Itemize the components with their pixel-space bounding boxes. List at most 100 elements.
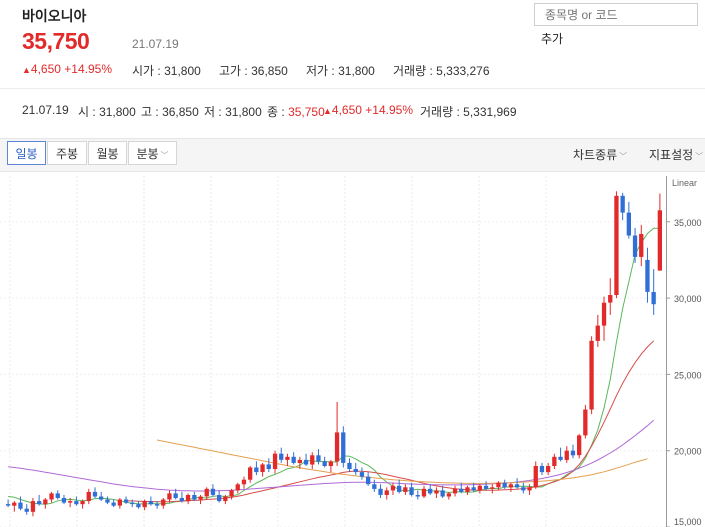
candle [589, 336, 594, 415]
candle [61, 494, 67, 505]
candle-body [334, 432, 340, 462]
candle-body [61, 498, 67, 503]
candle [465, 485, 470, 495]
candle [502, 479, 507, 489]
daily-open: 시 : 31,800 [78, 105, 136, 119]
candle-body [521, 487, 526, 491]
candle [353, 462, 358, 476]
candle [148, 496, 153, 506]
candle-body [421, 488, 427, 497]
candle [192, 491, 197, 502]
candle-body [341, 432, 346, 463]
candle-body [241, 479, 247, 485]
candle [459, 482, 464, 494]
candle-body [74, 501, 79, 505]
chart-type-menu[interactable]: 차트종류 ﹀ [573, 148, 628, 162]
candle [614, 191, 619, 299]
candle-body [546, 466, 551, 473]
candle [24, 504, 29, 515]
candle [564, 446, 569, 463]
candle [12, 501, 17, 512]
tab-minute[interactable]: 분봉 ﹀ [128, 141, 177, 165]
candle-body [558, 456, 563, 460]
candle [626, 201, 631, 239]
candle-body [154, 504, 160, 506]
candle [167, 490, 172, 503]
candle [235, 482, 240, 494]
candle-body [583, 409, 588, 436]
tab-daily[interactable]: 일봉 [7, 141, 46, 165]
candle [123, 496, 129, 505]
tab-monthly[interactable]: 월봉 [88, 141, 127, 165]
candle-body [471, 487, 476, 491]
candle-body [440, 490, 445, 497]
candle-body [198, 496, 203, 500]
candle [508, 482, 513, 492]
candle [92, 487, 98, 499]
candle [378, 484, 383, 499]
candle [217, 490, 222, 503]
candle-body [210, 488, 216, 495]
candle-body [173, 493, 178, 498]
candle [328, 459, 333, 473]
candle-body [428, 488, 433, 494]
scale-label: Linear [672, 178, 697, 188]
candle-body [55, 493, 60, 498]
candle [136, 501, 141, 509]
stat-high: 고가 : 36,850 [219, 64, 288, 78]
candle-body [508, 484, 513, 488]
candle [30, 498, 36, 517]
candle-body [452, 488, 458, 494]
stat-low: 저가 : 31,800 [306, 64, 375, 78]
chevron-down-icon: ﹀ [619, 152, 628, 161]
y-tick-label: 35,000 [674, 218, 702, 228]
candle-body [80, 501, 85, 505]
candle [260, 462, 265, 477]
candle-body [496, 482, 501, 488]
candle-body [353, 469, 358, 473]
candle-body [608, 295, 613, 303]
candle [421, 485, 427, 499]
candle-body [30, 501, 36, 512]
candle [223, 494, 228, 505]
candle-body [167, 493, 172, 500]
daily-date: 21.07.19 [22, 103, 69, 117]
candle [198, 494, 203, 505]
candle-body [483, 485, 489, 489]
stock-search-input[interactable] [534, 3, 698, 26]
candle-body [260, 464, 265, 472]
candle-body [217, 495, 222, 502]
candle [384, 487, 389, 500]
candle [248, 465, 253, 483]
candle-body [148, 501, 153, 505]
candle [645, 247, 650, 303]
candle [390, 482, 396, 495]
candle-body [37, 501, 42, 505]
candle-body [68, 501, 73, 503]
candle [539, 462, 545, 476]
candle-body [446, 493, 451, 497]
y-tick-label: 25,000 [674, 370, 702, 380]
tab-weekly[interactable]: 주봉 [47, 141, 87, 165]
ma-line-5 [8, 227, 661, 505]
candle [620, 192, 625, 221]
candle-body [651, 292, 656, 305]
candle-body [192, 495, 197, 500]
candle-body [366, 476, 371, 485]
candle-body [632, 235, 638, 257]
indicator-settings-menu[interactable]: 지표설정 ﹀ [649, 148, 704, 162]
candle [86, 488, 91, 505]
candle-body [459, 488, 464, 492]
daily-volume: 거래량 : 5,331,969 [420, 105, 517, 119]
candle [322, 456, 327, 468]
candle-body [310, 455, 315, 465]
candle-body [179, 498, 184, 502]
candle-body [291, 456, 296, 463]
candle-body [328, 461, 333, 466]
candle-body [248, 467, 253, 480]
add-button[interactable]: 추가 [541, 32, 564, 46]
candle [608, 278, 613, 315]
candle [210, 484, 216, 497]
candle-body [372, 484, 377, 489]
price-chart[interactable]: Linear 35,000 30,000 25,000 20,000 15,000 [0, 176, 705, 527]
